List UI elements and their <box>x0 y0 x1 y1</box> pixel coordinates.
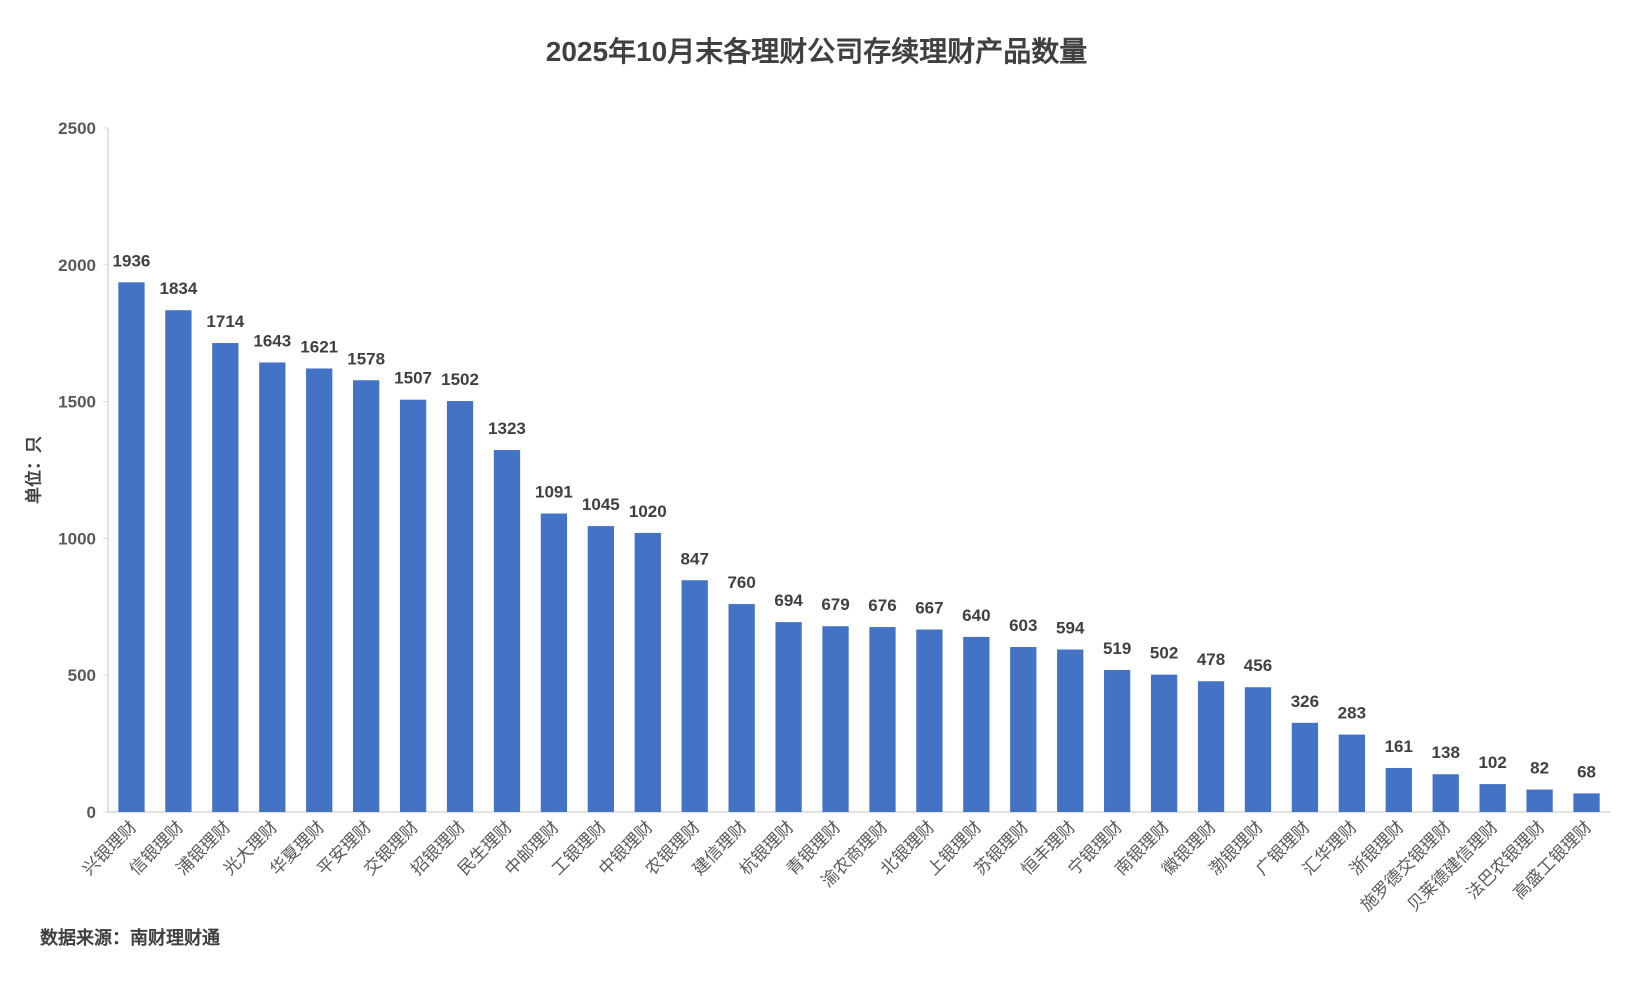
bar <box>587 526 614 812</box>
bar <box>1338 734 1365 812</box>
data-labels: 1936 1834 1714 1643 1621 1578 1507 1502 1323 1091… <box>113 251 1596 781</box>
data-label: 1621 <box>300 337 338 356</box>
data-label: 68 <box>1577 762 1596 781</box>
data-label: 760 <box>727 573 755 592</box>
bar <box>399 399 427 812</box>
data-label: 847 <box>681 549 709 568</box>
data-label: 102 <box>1478 753 1506 772</box>
data-label: 1091 <box>535 483 573 502</box>
bar <box>963 636 990 812</box>
data-label: 667 <box>915 599 943 618</box>
bar <box>1197 681 1225 812</box>
bar <box>1573 793 1600 812</box>
bar <box>1150 674 1178 812</box>
data-label: 1507 <box>394 369 432 388</box>
y-tick-label: 500 <box>68 666 96 685</box>
bar <box>822 626 849 812</box>
source-note: 数据来源：南财理财通 <box>40 928 220 948</box>
data-label: 519 <box>1103 639 1131 658</box>
y-tick-label: 1500 <box>58 393 96 412</box>
y-tick-label: 2000 <box>58 256 96 275</box>
data-label: 1714 <box>206 312 244 331</box>
bars <box>118 282 1600 812</box>
bar <box>118 282 145 812</box>
bar <box>306 368 333 812</box>
data-label: 161 <box>1385 737 1413 756</box>
bar <box>165 310 192 812</box>
bar <box>775 622 802 812</box>
bar <box>1385 767 1412 812</box>
bar <box>1432 774 1459 812</box>
bar <box>212 343 239 812</box>
bar <box>1057 649 1084 812</box>
data-label: 679 <box>821 595 849 614</box>
bar <box>1291 722 1319 812</box>
bar <box>1526 789 1553 812</box>
data-label: 1936 <box>113 251 151 270</box>
data-label: 326 <box>1291 692 1319 711</box>
data-label: 82 <box>1530 759 1549 778</box>
data-label: 594 <box>1056 618 1085 637</box>
data-label: 283 <box>1338 704 1366 723</box>
data-label: 1643 <box>253 331 291 350</box>
bar <box>916 629 943 812</box>
bar <box>446 401 474 812</box>
bar <box>1479 784 1506 812</box>
data-label: 1502 <box>441 370 479 389</box>
bar <box>540 513 568 812</box>
data-label: 456 <box>1244 656 1272 675</box>
y-tick-label: 1000 <box>58 529 96 548</box>
bar <box>259 362 286 812</box>
bar <box>1104 670 1131 812</box>
y-tick-label: 0 <box>87 803 96 822</box>
bar <box>1244 687 1272 812</box>
data-label: 1045 <box>582 495 620 514</box>
bar <box>353 380 380 812</box>
bar <box>493 450 521 812</box>
bar <box>1010 647 1037 812</box>
data-label: 138 <box>1432 743 1460 762</box>
data-label: 694 <box>774 591 803 610</box>
bar <box>869 627 896 812</box>
data-label: 640 <box>962 606 990 625</box>
bar <box>634 532 661 812</box>
bar <box>728 604 755 812</box>
data-label: 1020 <box>629 502 667 521</box>
data-label: 1834 <box>159 279 197 298</box>
chart-title: 2025年10月末各理财公司存续理财产品数量 <box>545 36 1088 67</box>
category-labels: 兴银理财信银理财浦银理财光大理财华夏理财平安理财交银理财招银理财民生理财中邮理财… <box>79 817 1596 915</box>
data-label: 676 <box>868 596 896 615</box>
data-label: 1578 <box>347 349 385 368</box>
data-label: 1323 <box>488 419 526 438</box>
data-label: 502 <box>1150 644 1178 663</box>
bar <box>681 580 708 812</box>
data-label: 603 <box>1009 616 1037 635</box>
y-tick-label: 2500 <box>58 119 96 138</box>
data-label: 478 <box>1197 650 1225 669</box>
